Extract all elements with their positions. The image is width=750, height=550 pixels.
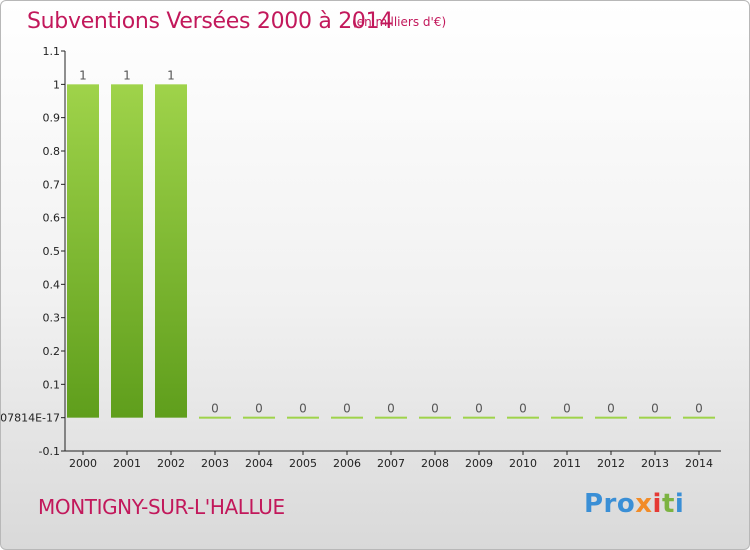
- bar: [507, 416, 539, 419]
- bar: [463, 416, 495, 419]
- y-tick-label: 1.3877787807814E-17: [1, 412, 60, 425]
- logo-part: i: [674, 489, 685, 519]
- x-tick-label: 2013: [641, 457, 669, 470]
- data-label: 0: [607, 402, 615, 416]
- chart-title: Subventions Versées 2000 à 2014: [27, 9, 394, 34]
- chart-unit: (en milliers d'€): [352, 15, 447, 29]
- bar: [67, 84, 99, 418]
- bar: [155, 84, 187, 418]
- x-tick-label: 2004: [245, 457, 273, 470]
- data-label: 0: [211, 402, 219, 416]
- x-tick-label: 2003: [201, 457, 229, 470]
- bar: [683, 416, 715, 419]
- y-tick-label: 0.5: [43, 245, 61, 258]
- y-tick-label: -0.1: [39, 445, 60, 458]
- y-tick-label: 0.9: [43, 112, 61, 125]
- data-label: 0: [651, 402, 659, 416]
- data-label: 0: [563, 402, 571, 416]
- data-label: 0: [695, 402, 703, 416]
- data-label: 0: [387, 402, 395, 416]
- bar: [419, 416, 451, 419]
- bar: [243, 416, 275, 419]
- commune-name: MONTIGNY-SUR-L'HALLUE: [38, 495, 285, 519]
- logo-part: Pro: [584, 489, 636, 519]
- logo-part: t: [661, 489, 675, 519]
- x-tick-label: 2008: [421, 457, 449, 470]
- data-label: 0: [299, 402, 307, 416]
- bar: [551, 416, 583, 419]
- data-label: 0: [343, 402, 351, 416]
- y-tick-label: 0.1: [43, 378, 61, 391]
- x-tick-label: 2001: [113, 457, 141, 470]
- data-label: 1: [79, 68, 87, 82]
- data-label: 0: [475, 402, 483, 416]
- data-label: 1: [123, 68, 131, 82]
- data-label: 0: [431, 402, 439, 416]
- x-tick-label: 2005: [289, 457, 317, 470]
- x-tick-label: 2009: [465, 457, 493, 470]
- bar: [111, 84, 143, 418]
- x-tick-label: 2010: [509, 457, 537, 470]
- bar: [639, 416, 671, 419]
- x-tick-label: 2014: [685, 457, 713, 470]
- bar: [331, 416, 363, 419]
- x-tick-label: 2011: [553, 457, 581, 470]
- x-tick-label: 2002: [157, 457, 185, 470]
- y-tick-label: 1.1: [43, 45, 61, 58]
- x-tick-label: 2006: [333, 457, 361, 470]
- bar: [287, 416, 319, 419]
- x-tick-label: 2007: [377, 457, 405, 470]
- data-label: 1: [167, 68, 175, 82]
- logo-part: i: [652, 489, 662, 519]
- logo-part: x: [635, 489, 653, 519]
- x-tick-label: 2000: [69, 457, 97, 470]
- y-tick-label: 0.2: [43, 345, 61, 358]
- data-label: 0: [255, 402, 263, 416]
- data-label: 0: [519, 402, 527, 416]
- y-tick-label: 0.7: [43, 178, 61, 191]
- y-tick-label: 0.6: [43, 212, 61, 225]
- proxiti-logo[interactable]: Proxiti: [584, 489, 684, 519]
- y-tick-label: 1: [53, 78, 60, 91]
- bar: [375, 416, 407, 419]
- bar: [199, 416, 231, 419]
- y-tick-label: 0.4: [43, 278, 61, 291]
- bar: [595, 416, 627, 419]
- y-tick-label: 0.8: [43, 145, 61, 158]
- y-tick-label: 0.3: [43, 312, 61, 325]
- x-tick-label: 2012: [597, 457, 625, 470]
